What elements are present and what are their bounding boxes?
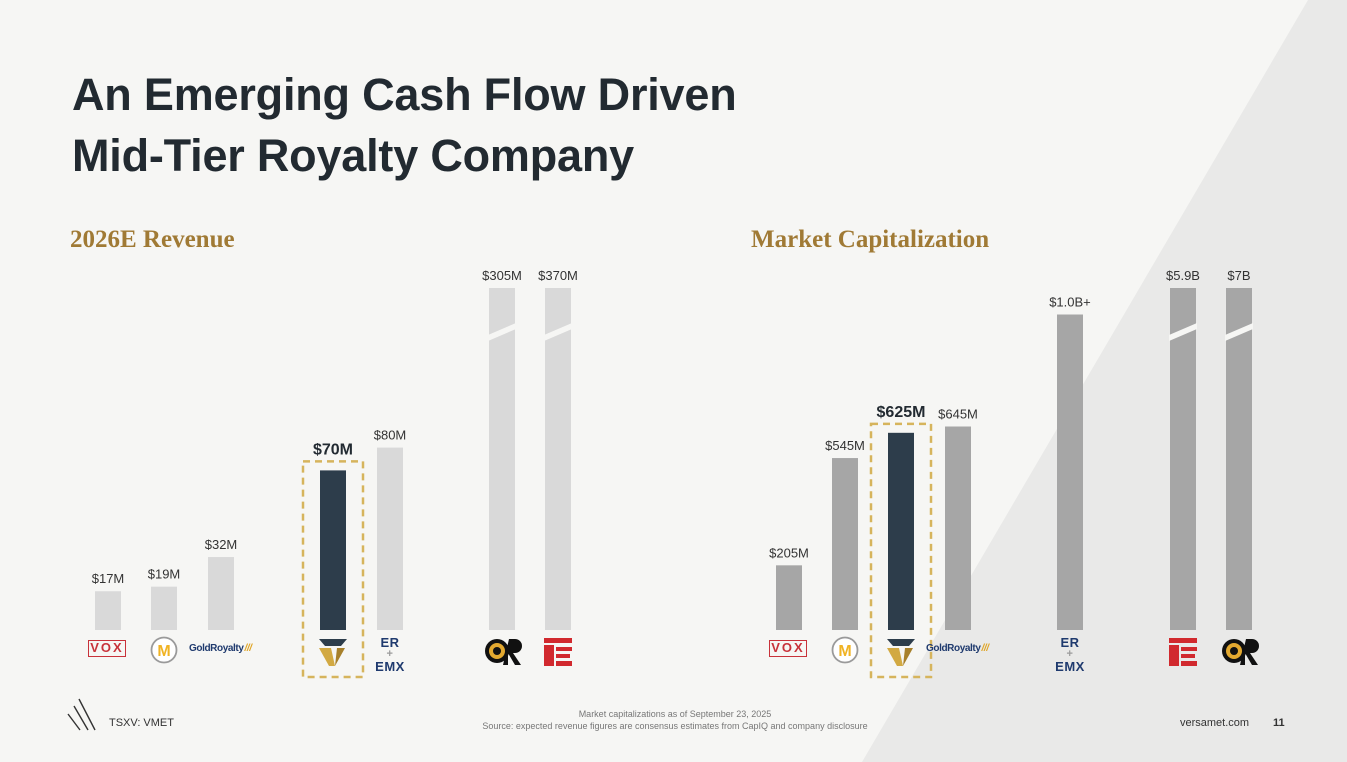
elemental-logo-text: ER bbox=[1060, 635, 1080, 650]
elemental-logo-text: ER bbox=[380, 635, 400, 650]
elemental-emx-logo-market-cap: ER + EMX bbox=[1053, 636, 1087, 673]
revenue-highlight-box bbox=[301, 460, 365, 679]
footnote-market-cap-date: Market capitalizations as of September 2… bbox=[578, 709, 772, 719]
emx-logo-text: EMX bbox=[375, 659, 405, 674]
market-cap-bar-metalla bbox=[832, 458, 858, 630]
gold-royalty-logo-revenue: GoldRoyalty/// bbox=[189, 643, 252, 654]
footer-ticker: TSXV: VMET bbox=[109, 717, 174, 729]
versamet-mark-icon bbox=[887, 639, 915, 666]
market-cap-bar-triple-flag bbox=[1170, 288, 1196, 630]
metalla-logo-market-cap: M bbox=[825, 636, 865, 668]
revenue-axis-break-triple-flag bbox=[544, 323, 572, 341]
versamet-logo-revenue bbox=[313, 636, 353, 668]
vox-logo-text: VOX bbox=[88, 640, 126, 657]
revenue-value-label-metalla: $19M bbox=[148, 567, 181, 582]
market-cap-value-label-versamet: $625M bbox=[877, 404, 926, 421]
market-cap-chart-title: Market Capitalization bbox=[751, 226, 990, 253]
triple-flag-logo-revenue bbox=[538, 636, 578, 668]
page-title-line-2: Mid-Tier Royalty Company bbox=[72, 130, 634, 181]
revenue-bars: $17M $19M $32M $70M $80M $305M $370M bbox=[92, 268, 578, 679]
market-cap-axis-break-osisko-gold-royalties bbox=[1225, 323, 1253, 341]
market-cap-value-label-triple-flag: $5.9B bbox=[1166, 268, 1200, 283]
market-cap-value-label-gold-royalty: $645M bbox=[938, 407, 978, 422]
vox-logo-revenue: VOX bbox=[88, 640, 126, 657]
revenue-bar-triple-flag bbox=[545, 288, 571, 630]
revenue-bar-gold-royalty bbox=[208, 557, 234, 630]
metalla-mark-icon: M bbox=[150, 636, 178, 664]
revenue-bar-vox-royalty bbox=[95, 591, 121, 630]
market-cap-bar-versamet bbox=[888, 432, 914, 630]
gold-royalty-logo-text: GoldRoyalty/// bbox=[926, 643, 989, 654]
plus-icon: + bbox=[386, 648, 394, 660]
gold-royalty-stripes-icon: /// bbox=[981, 643, 990, 654]
gold-royalty-logo-text: GoldRoyalty/// bbox=[189, 643, 252, 654]
market-cap-bar-vox-royalty bbox=[776, 565, 802, 630]
osisko-logo-market-cap bbox=[1219, 636, 1259, 668]
osisko-logo-revenue bbox=[482, 636, 522, 668]
company-mark-icon bbox=[67, 698, 96, 731]
elemental-emx-logo-revenue: ER + EMX bbox=[373, 636, 407, 673]
market-cap-value-label-osisko-gold-royalties: $7B bbox=[1227, 268, 1250, 283]
triple-flag-mark-icon bbox=[1169, 638, 1197, 666]
revenue-value-label-osisko-gold-royalties: $305M bbox=[482, 268, 522, 283]
metalla-mark-icon: M bbox=[831, 636, 859, 664]
footnote-source: Source: expected revenue figures are con… bbox=[482, 721, 868, 731]
page-number: 11 bbox=[1273, 717, 1285, 729]
revenue-value-label-vox-royalty: $17M bbox=[92, 571, 125, 586]
gold-royalty-stripes-icon: /// bbox=[244, 643, 253, 654]
gold-royalty-logo-market-cap: GoldRoyalty/// bbox=[926, 643, 989, 654]
market-cap-value-label-vox-royalty: $205M bbox=[769, 545, 809, 560]
revenue-value-label-elemental-altus-emx: $80M bbox=[374, 428, 407, 443]
osisko-mark-icon bbox=[485, 639, 522, 665]
triple-flag-mark-icon bbox=[544, 638, 572, 666]
market-cap-bar-gold-royalty bbox=[945, 426, 971, 630]
market-cap-highlight-box bbox=[869, 422, 933, 679]
osisko-mark-icon bbox=[1222, 639, 1259, 665]
revenue-bar-metalla bbox=[151, 586, 177, 630]
revenue-value-label-versamet: $70M bbox=[313, 441, 353, 458]
vox-logo-text: VOX bbox=[769, 640, 807, 657]
emx-logo-text: EMX bbox=[1055, 659, 1085, 674]
svg-text:M: M bbox=[157, 643, 170, 660]
metalla-logo-revenue: M bbox=[144, 636, 184, 668]
revenue-bar-versamet bbox=[320, 470, 346, 630]
page-title-line-1: An Emerging Cash Flow Driven bbox=[72, 69, 737, 120]
revenue-axis-break-osisko-gold-royalties bbox=[488, 323, 516, 341]
revenue-value-label-triple-flag: $370M bbox=[538, 268, 578, 283]
footer-website[interactable]: versamet.com bbox=[1180, 717, 1250, 729]
market-cap-value-label-elemental-altus-emx: $1.0B+ bbox=[1049, 295, 1091, 310]
revenue-bar-elemental-altus-emx bbox=[377, 447, 403, 630]
versamet-logo-market-cap bbox=[881, 636, 921, 668]
market-cap-bars: $205M $545M $625M $645M $1.0B+ $5.9B $7B bbox=[769, 268, 1253, 679]
vox-logo-market-cap: VOX bbox=[769, 640, 807, 657]
market-cap-bar-osisko-gold-royalties bbox=[1226, 288, 1252, 630]
svg-text:M: M bbox=[838, 643, 851, 660]
triple-flag-logo-market-cap bbox=[1163, 636, 1203, 668]
market-cap-axis-break-triple-flag bbox=[1169, 323, 1197, 341]
revenue-value-label-gold-royalty: $32M bbox=[205, 537, 238, 552]
plus-icon: + bbox=[1066, 648, 1074, 660]
market-cap-value-label-metalla: $545M bbox=[825, 438, 865, 453]
revenue-bar-osisko-gold-royalties bbox=[489, 288, 515, 630]
market-cap-bar-elemental-altus-emx bbox=[1057, 314, 1083, 630]
versamet-mark-icon bbox=[319, 639, 347, 666]
revenue-chart-title: 2026E Revenue bbox=[70, 226, 235, 253]
